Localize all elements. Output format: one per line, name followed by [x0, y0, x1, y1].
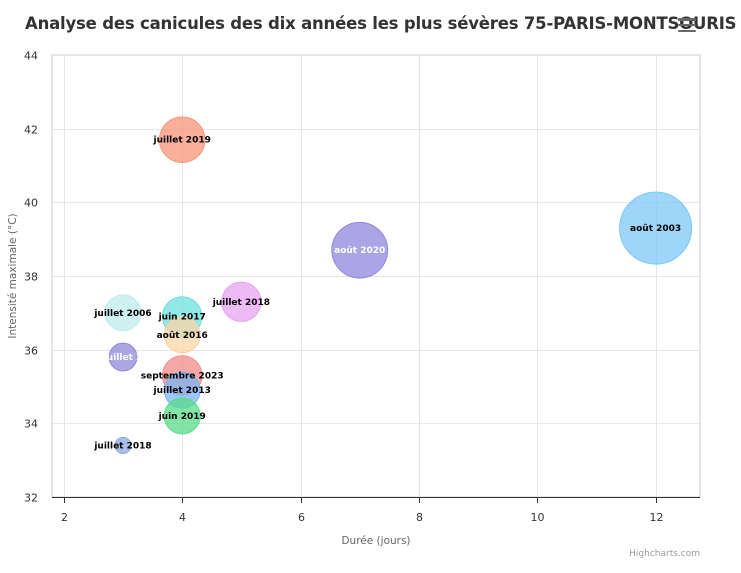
bubble-data-label: juillet 2019: [153, 136, 211, 146]
bubble-data-label: août 2020: [334, 246, 385, 256]
x-tick-label: 4: [179, 511, 186, 524]
bubble-point: [104, 294, 142, 332]
x-tick-label: 12: [650, 511, 664, 524]
bubble-point: [114, 436, 132, 454]
x-tick-label: 6: [298, 511, 305, 524]
y-tick-label: 38: [24, 271, 38, 284]
axes: 32 34 36 38 40 42 44 2 4 6 8 10 12: [24, 50, 700, 524]
bubble-point: [619, 191, 693, 265]
bubble-point: [221, 281, 262, 323]
bubble-data-label: septembre 2023: [141, 371, 224, 381]
y-tick-label: 42: [24, 124, 38, 137]
y-tick-label: 32: [24, 492, 38, 505]
bubble-point: [331, 221, 389, 279]
bubble-point: [163, 316, 201, 354]
y-tick-label: 34: [24, 418, 38, 431]
x-tick-label: 10: [531, 511, 545, 524]
bubble-data-label: juillet 2006: [93, 309, 151, 319]
credits-link[interactable]: Highcharts.com: [629, 549, 700, 559]
bubble-data-label: juillet 2013: [153, 386, 211, 396]
x-axis-title: Durée (jours): [341, 535, 410, 547]
x-tick-label: 2: [61, 511, 68, 524]
y-tick-label: 44: [24, 50, 38, 63]
x-tick-label: 8: [416, 511, 423, 524]
hamburger-menu-icon[interactable]: [678, 18, 696, 36]
bubble-data-label: juin 2017: [158, 313, 206, 323]
bubble-series: août 2003 août 2020 juillet 2019 juillet 20…: [93, 116, 693, 454]
bubble-point: [163, 397, 201, 435]
chart-title: Analyse des canicules des dix années les…: [25, 14, 737, 33]
y-axis-title: Intensité maximale (°C): [7, 213, 19, 338]
bubble-data-label: août 2003: [630, 224, 681, 234]
bubble-data-label: juillet 2018: [93, 441, 151, 451]
y-tick-label: 40: [24, 197, 38, 210]
bubble-data-label: juillet 2018: [212, 298, 270, 308]
y-tick-label: 36: [24, 345, 38, 358]
bubble-data-label: juin 2019: [158, 412, 206, 422]
grid: [51, 54, 701, 498]
bubble-point: [108, 342, 138, 372]
bubble-data-label: août 2016: [157, 331, 208, 341]
bubble-data-label: juillet 2: [103, 353, 143, 363]
bubble-point: [158, 116, 206, 163]
